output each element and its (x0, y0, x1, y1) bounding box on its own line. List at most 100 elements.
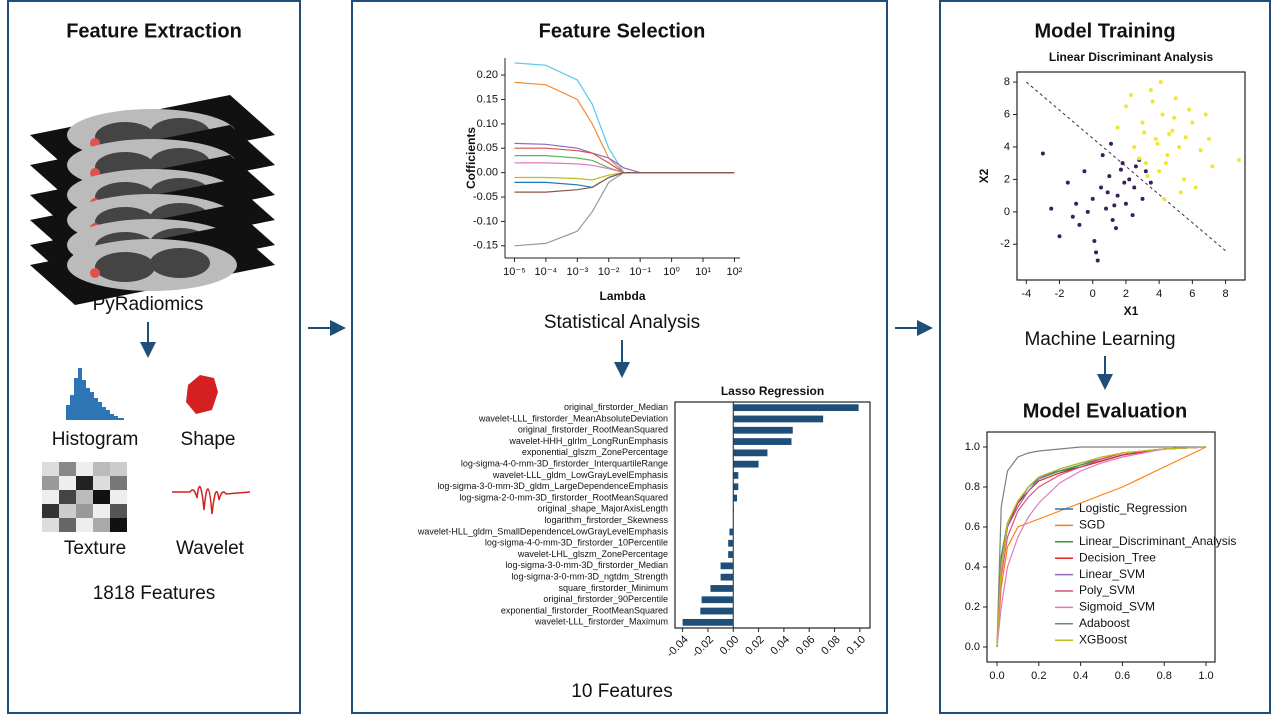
point (1137, 156, 1141, 160)
point (1101, 153, 1105, 157)
point (1094, 250, 1098, 254)
bar (683, 619, 734, 626)
y-tick-label: 0.4 (965, 561, 980, 573)
category-label: original_firstorder_RootMeanSquared (518, 425, 668, 435)
legend-label: Sigmoid_SVM (1079, 600, 1155, 614)
y-tick-label: -0.05 (473, 191, 498, 203)
x-tick-label: 10⁻⁵ (503, 266, 526, 278)
panel-frame (8, 1, 300, 713)
panel-title: Feature Selection (539, 20, 706, 42)
point (1077, 223, 1081, 227)
x-tick-label: 10⁻⁴ (534, 266, 557, 278)
y-axis-label: X2 (977, 168, 991, 183)
point (1111, 218, 1115, 222)
point (1164, 161, 1168, 165)
line-series (515, 173, 735, 180)
point (1149, 181, 1153, 185)
point (1127, 177, 1131, 181)
point (1237, 158, 1241, 162)
legend-label: SGD (1079, 518, 1105, 532)
line-series (515, 156, 735, 173)
point (1194, 186, 1198, 190)
x-tick-label: 0.06 (794, 634, 818, 658)
x-tick-label: 6 (1189, 288, 1195, 300)
tool-label: PyRadiomics (93, 294, 204, 315)
legend-label: Logistic_Regression (1079, 501, 1187, 515)
x-tick-label: -4 (1021, 288, 1031, 300)
bar (733, 495, 737, 502)
x-tick-label: 2 (1123, 288, 1129, 300)
category-label: original_firstorder_90Percentile (543, 594, 668, 604)
chart-title: Lasso Regression (721, 384, 824, 398)
y-tick-label: 8 (1004, 76, 1010, 88)
y-tick-label: 0.0 (965, 641, 980, 653)
point (1187, 108, 1191, 112)
point (1190, 121, 1194, 125)
point (1184, 135, 1188, 139)
line-series (515, 173, 735, 188)
point (1058, 234, 1062, 238)
bar (702, 596, 734, 603)
point (1170, 129, 1174, 133)
ct-stack (30, 95, 275, 305)
point (1165, 153, 1169, 157)
category-label: square_firstorder_Minimum (558, 583, 668, 593)
x-tick-label: -2 (1055, 288, 1065, 300)
panel-title: Model Evaluation (1023, 400, 1187, 422)
result-label: 10 Features (571, 681, 672, 702)
category-label: wavelet-HHH_glrlm_LongRunEmphasis (508, 436, 668, 446)
legend-label: Decision_Tree (1079, 550, 1156, 564)
y-tick-label: 0.8 (965, 481, 980, 493)
method-label: Machine Learning (1024, 329, 1175, 350)
point (1174, 96, 1178, 100)
category-label: wavelet-LHL_glszm_ZonePercentage (517, 549, 668, 559)
y-tick-label: 0.20 (477, 69, 498, 81)
y-tick-label: -2 (1000, 238, 1010, 250)
point (1107, 174, 1111, 178)
legend-label: Linear_SVM (1079, 567, 1145, 581)
x-axis-label: Lambda (599, 289, 645, 303)
y-tick-label: 0.2 (965, 601, 980, 613)
point (1096, 259, 1100, 263)
bar (733, 404, 858, 411)
x-axis-label: X1 (1124, 304, 1139, 318)
y-tick-label: -0.15 (473, 240, 498, 252)
x-tick-label: 0.4 (1073, 670, 1088, 682)
x-tick-label: 10¹ (695, 266, 711, 278)
chart-title: Linear Discriminant Analysis (1049, 50, 1214, 64)
point (1146, 174, 1150, 178)
plot-frame (675, 402, 870, 628)
x-tick-label: 0.8 (1157, 670, 1172, 682)
point (1182, 177, 1186, 181)
wavelet-icon (172, 486, 250, 514)
point (1141, 121, 1145, 125)
y-tick-label: 0.6 (965, 521, 980, 533)
y-tick-label: 4 (1004, 141, 1010, 153)
bar (733, 472, 738, 479)
histogram-icon (66, 368, 124, 420)
point (1177, 145, 1181, 149)
point (1172, 116, 1176, 120)
point (1121, 161, 1125, 165)
point (1132, 186, 1136, 190)
point (1049, 207, 1053, 211)
bar (733, 461, 758, 468)
feature-type: Wavelet (176, 538, 245, 559)
x-tick-label: 0.04 (768, 634, 792, 658)
bar (721, 574, 734, 581)
point (1199, 148, 1203, 152)
feature-type: Shape (181, 429, 236, 450)
feature-type: Histogram (52, 429, 139, 450)
panel-title: Feature Extraction (66, 20, 242, 42)
category-label: log-sigma-4-0-mm-3D_firstorder_Interquar… (461, 459, 668, 469)
panel-title: Model Training (1034, 20, 1175, 42)
y-tick-label: 0 (1004, 206, 1010, 218)
point (1116, 194, 1120, 198)
point (1149, 88, 1153, 92)
category-label: wavelet-LLL_gldm_LowGrayLevelEmphasis (492, 470, 669, 480)
x-tick-label: 8 (1223, 288, 1229, 300)
point (1099, 186, 1103, 190)
y-axis-label: Cofficients (464, 127, 478, 189)
point (1144, 169, 1148, 173)
point (1086, 210, 1090, 214)
